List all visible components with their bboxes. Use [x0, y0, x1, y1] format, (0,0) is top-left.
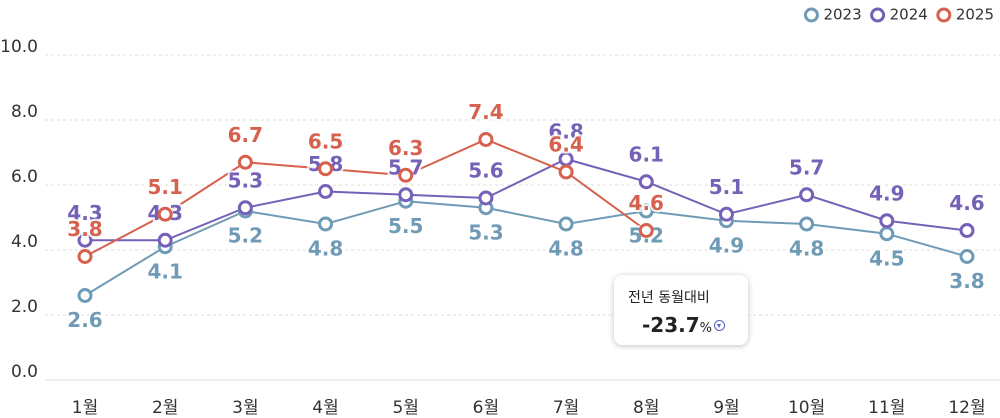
data-label: 5.7	[789, 155, 824, 179]
data-point	[77, 288, 93, 303]
data-label: 6.5	[308, 129, 343, 153]
data-point	[879, 213, 895, 229]
data-label: 4.8	[548, 237, 583, 261]
legend-marker	[870, 7, 886, 23]
data-point	[77, 232, 93, 248]
data-label: 5.3	[228, 168, 263, 192]
data-label: 4.1	[147, 259, 182, 283]
data-point	[157, 206, 173, 222]
data-label: 5.2	[629, 224, 664, 248]
data-label: 5.5	[388, 214, 423, 238]
data-label: 6.4	[548, 133, 583, 157]
legend-marker	[936, 7, 952, 23]
legend-label: 2023	[823, 6, 861, 24]
data-label: 4.8	[308, 237, 343, 261]
data-point	[558, 164, 574, 180]
data-label: 4.6	[629, 191, 664, 215]
data-label: 4.5	[869, 246, 904, 270]
x-tick-label: 1월	[72, 398, 98, 418]
y-tick-label: 10.0	[0, 37, 38, 57]
legend-marker	[803, 7, 819, 23]
data-point	[478, 132, 494, 147]
series-line	[84, 200, 968, 297]
data-point	[478, 190, 494, 206]
data-label: 3.8	[67, 217, 102, 241]
tooltip-title: 전년 동월대비	[628, 290, 710, 306]
data-point	[638, 203, 654, 219]
legend-label: 2024	[890, 6, 928, 24]
data-label: 6.1	[629, 142, 664, 166]
x-tick-label: 11월	[868, 398, 905, 418]
data-point	[237, 154, 253, 170]
x-tick-label: 5월	[392, 398, 418, 418]
data-label: 5.2	[228, 224, 263, 248]
x-tick-label: 6월	[473, 398, 499, 418]
x-tick-label: 12월	[948, 398, 985, 418]
series-line	[84, 138, 647, 258]
x-tick-label: 9월	[713, 398, 739, 418]
data-point	[318, 184, 334, 199]
tooltip-number: -23.7	[642, 313, 700, 337]
data-label: 4.3	[67, 201, 102, 225]
data-point	[398, 187, 414, 203]
data-point	[638, 174, 654, 190]
data-point	[237, 200, 253, 216]
data-point	[157, 232, 173, 248]
data-point	[398, 167, 414, 183]
tooltip: 전년 동월대비 -23.7%	[614, 275, 748, 345]
y-tick-label: 4.0	[11, 232, 38, 252]
x-tick-label: 4월	[312, 398, 338, 418]
data-label: 4.8	[789, 237, 824, 261]
data-label: 6.8	[548, 120, 583, 144]
data-point	[959, 223, 975, 238]
data-label: 4.9	[709, 233, 744, 257]
data-label: 5.1	[147, 175, 182, 199]
data-point	[318, 161, 334, 177]
legend-label: 2025	[956, 6, 994, 24]
data-point	[799, 216, 815, 232]
data-point	[959, 249, 975, 264]
data-point	[718, 206, 734, 222]
y-tick-label: 0.0	[11, 362, 38, 382]
data-point	[799, 187, 815, 203]
x-tick-label: 7월	[553, 398, 579, 418]
series-line	[85, 157, 968, 242]
x-tick-label: 3월	[232, 398, 258, 418]
data-label: 5.1	[709, 175, 744, 199]
data-label: 6.7	[228, 123, 263, 147]
tooltip-value: -23.7%	[642, 313, 748, 337]
data-label: 5.3	[468, 220, 503, 244]
y-tick-label: 6.0	[11, 167, 38, 187]
y-tick-label: 8.0	[11, 102, 38, 122]
data-label: 2.6	[67, 308, 102, 332]
data-label: 6.3	[388, 136, 423, 160]
data-label: 3.8	[949, 269, 984, 293]
x-tick-label: 2월	[152, 398, 178, 418]
y-tick-label: 2.0	[11, 297, 38, 317]
data-label: 5.6	[468, 159, 503, 183]
data-label: 7.4	[468, 100, 503, 124]
tooltip-unit: %	[699, 321, 713, 336]
data-point	[77, 249, 93, 264]
data-point	[879, 226, 895, 242]
data-label: 5.7	[388, 155, 423, 179]
data-point	[638, 223, 654, 238]
down-icon	[714, 320, 726, 331]
x-tick-label: 10월	[788, 398, 825, 418]
x-tick-label: 8월	[633, 398, 659, 418]
data-label: 4.9	[869, 181, 904, 205]
data-point	[558, 216, 574, 232]
data-label: 4.6	[949, 191, 984, 215]
data-point	[318, 216, 334, 232]
